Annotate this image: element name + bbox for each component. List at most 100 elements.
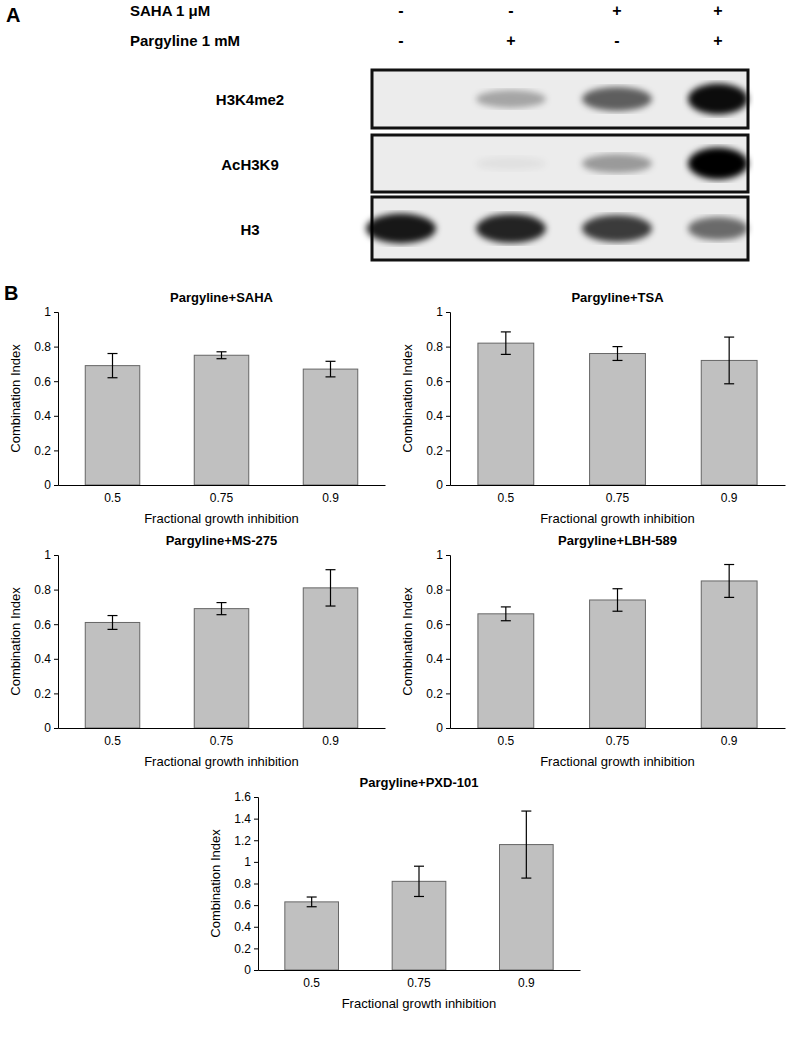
tick: 0.9 bbox=[322, 728, 339, 748]
blot-frame bbox=[372, 70, 748, 128]
x-axis: 0.50.750.9 bbox=[59, 485, 386, 505]
blot-frame bbox=[372, 135, 748, 192]
tick-label: 0.75 bbox=[407, 976, 431, 990]
tick-label: 0.6 bbox=[34, 618, 51, 632]
error-line bbox=[330, 570, 331, 606]
bar bbox=[590, 354, 646, 485]
tick: 0.5 bbox=[497, 728, 514, 748]
y-axis-title: Combination Index bbox=[400, 344, 415, 453]
axis-line bbox=[54, 556, 59, 729]
tick: 0.6 bbox=[426, 618, 450, 632]
error-cap bbox=[724, 383, 734, 384]
tick-label: 1.2 bbox=[234, 834, 251, 848]
error-cap bbox=[414, 866, 424, 867]
error-cap bbox=[501, 331, 511, 332]
error-cap bbox=[108, 377, 118, 378]
tick: 0.8 bbox=[426, 340, 450, 354]
band bbox=[366, 214, 436, 244]
panel-label: A bbox=[6, 4, 20, 26]
tick: 0.9 bbox=[721, 485, 738, 505]
error-cap bbox=[724, 597, 734, 598]
error-cap bbox=[501, 606, 511, 607]
error-cap bbox=[326, 569, 336, 570]
error-bar bbox=[326, 361, 336, 377]
band bbox=[688, 148, 748, 180]
tick-mark bbox=[254, 970, 258, 971]
error-cap bbox=[724, 336, 734, 337]
condition-sign: - bbox=[508, 2, 513, 19]
tick: 0.75 bbox=[210, 728, 234, 748]
tick: 0.75 bbox=[407, 970, 431, 990]
plot-area bbox=[85, 352, 358, 485]
tick-label: 0 bbox=[244, 963, 251, 977]
tick-mark bbox=[254, 840, 258, 841]
error-cap bbox=[108, 353, 118, 354]
tick: 0.75 bbox=[606, 728, 630, 748]
y-axis: 00.20.40.60.81 bbox=[34, 548, 58, 735]
tick-mark bbox=[54, 450, 58, 451]
tick-label: 1 bbox=[436, 548, 443, 562]
tick: 0.4 bbox=[426, 652, 450, 666]
blot-bands bbox=[366, 214, 748, 244]
error-cap bbox=[521, 810, 531, 811]
band bbox=[476, 214, 546, 243]
tick-mark bbox=[54, 555, 58, 556]
tick-label: 0.6 bbox=[426, 618, 443, 632]
tick-label: 0.4 bbox=[34, 409, 51, 423]
tick-label: 0.8 bbox=[426, 340, 443, 354]
bar bbox=[478, 343, 534, 485]
error-cap bbox=[217, 351, 227, 352]
condition-sign: + bbox=[713, 2, 722, 19]
y-axis: 00.20.40.60.81 bbox=[426, 548, 450, 735]
bar bbox=[194, 609, 249, 728]
tick: 0.8 bbox=[426, 583, 450, 597]
axis-line bbox=[446, 313, 451, 486]
y-axis-title: Combination Index bbox=[8, 344, 23, 453]
band bbox=[366, 158, 436, 170]
error-line bbox=[311, 897, 312, 907]
tick-label: 0.4 bbox=[234, 920, 251, 934]
error-cap bbox=[307, 896, 317, 897]
tick-label: 1 bbox=[436, 305, 443, 319]
condition-sign: + bbox=[612, 2, 621, 19]
bar bbox=[303, 588, 358, 728]
tick-mark bbox=[446, 416, 450, 417]
x-axis-title: Fractional growth inhibition bbox=[144, 511, 299, 526]
axis-line bbox=[54, 313, 59, 486]
error-cap bbox=[326, 361, 336, 362]
error-cap bbox=[217, 602, 227, 603]
tick-mark bbox=[446, 555, 450, 556]
tick: 0 bbox=[244, 963, 258, 977]
y-axis: 00.20.40.60.811.21.41.6 bbox=[234, 790, 258, 977]
x-axis-title: Fractional growth inhibition bbox=[540, 511, 695, 526]
tick: 0.4 bbox=[34, 409, 58, 423]
axis-line bbox=[451, 485, 786, 486]
condition-label: Pargyline 1 mM bbox=[130, 32, 240, 49]
tick-label: 0.8 bbox=[34, 340, 51, 354]
tick-label: 0.75 bbox=[210, 734, 234, 748]
tick-label: 0.2 bbox=[34, 687, 51, 701]
error-cap bbox=[613, 588, 623, 589]
chart: 00.20.40.60.810.50.750.9Pargyline+SAHAFr… bbox=[8, 290, 386, 526]
plot-area bbox=[478, 332, 757, 485]
tick: 0.8 bbox=[234, 877, 258, 891]
condition-sign: - bbox=[398, 2, 403, 19]
error-cap bbox=[326, 376, 336, 377]
tick-mark bbox=[254, 819, 258, 820]
tick-mark bbox=[254, 948, 258, 949]
condition-sign: + bbox=[506, 32, 515, 49]
bar bbox=[194, 355, 249, 485]
tick-label: 0.8 bbox=[426, 583, 443, 597]
error-bar bbox=[326, 570, 336, 606]
tick-label: 0.5 bbox=[497, 491, 514, 505]
tick-label: 0 bbox=[44, 478, 51, 492]
error-bar bbox=[414, 866, 424, 896]
tick-label: 0.5 bbox=[104, 491, 121, 505]
condition-sign: - bbox=[614, 32, 619, 49]
error-line bbox=[112, 354, 113, 378]
tick-mark bbox=[446, 624, 450, 625]
tick-label: 0.4 bbox=[426, 409, 443, 423]
band bbox=[688, 217, 748, 240]
error-cap bbox=[414, 896, 424, 897]
bar bbox=[590, 600, 646, 728]
